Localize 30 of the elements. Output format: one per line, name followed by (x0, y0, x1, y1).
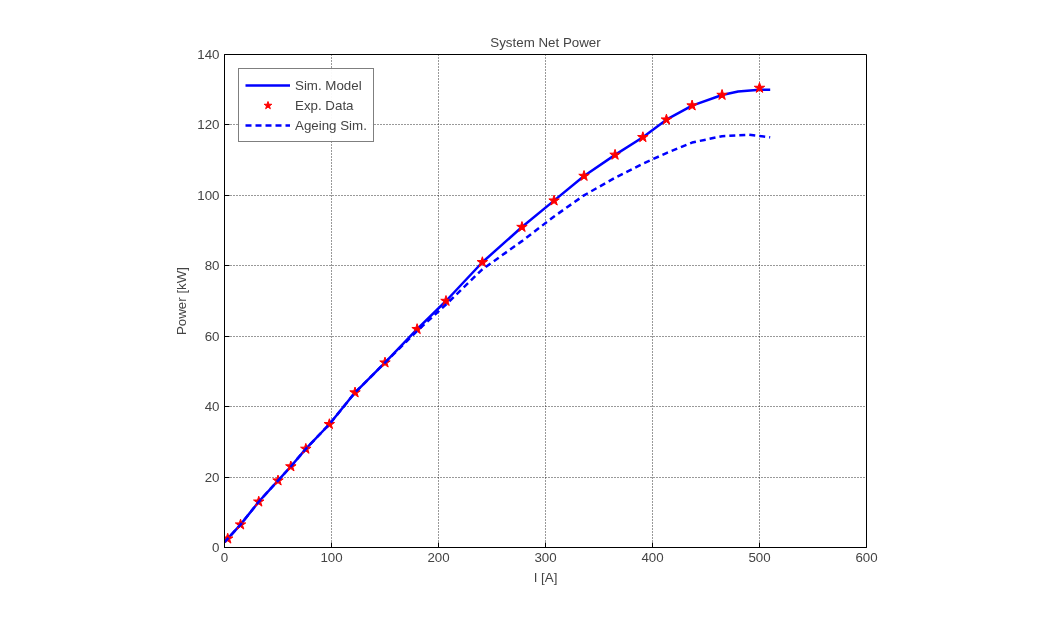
x-axis-title: I [A] (533, 569, 558, 585)
y-tick-label: 120 (197, 117, 220, 133)
y-tick-label: 20 (204, 469, 220, 485)
y-axis-title: Power [kW] (174, 266, 190, 336)
chart-title: System Net Power (490, 34, 602, 50)
x-tick-label: 100 (320, 549, 343, 565)
point (440, 295, 452, 306)
y-tick-label: 140 (197, 47, 220, 62)
point (716, 89, 728, 100)
legend-label: Ageing Sim. (295, 117, 367, 133)
x-tick-label: 400 (641, 549, 664, 565)
point (753, 81, 766, 93)
x-tick-label: 500 (748, 549, 771, 565)
point (637, 131, 649, 143)
point (609, 148, 621, 160)
x-tick-label: 600 (855, 549, 878, 565)
point (660, 113, 673, 125)
point (578, 169, 590, 181)
point (686, 99, 698, 111)
x-tick-label: 200 (427, 549, 450, 565)
point (548, 194, 560, 206)
legend-label: Sim. Model (295, 77, 362, 93)
x-tick-label: 300 (534, 549, 557, 565)
y-tick-label: 60 (204, 328, 220, 344)
y-tick-label: 40 (204, 399, 220, 415)
legend-label: Exp. Data (295, 97, 354, 113)
point (476, 256, 489, 268)
y-tick-label: 100 (197, 187, 220, 203)
point (516, 221, 528, 232)
y-tick-label: 80 (204, 258, 220, 274)
